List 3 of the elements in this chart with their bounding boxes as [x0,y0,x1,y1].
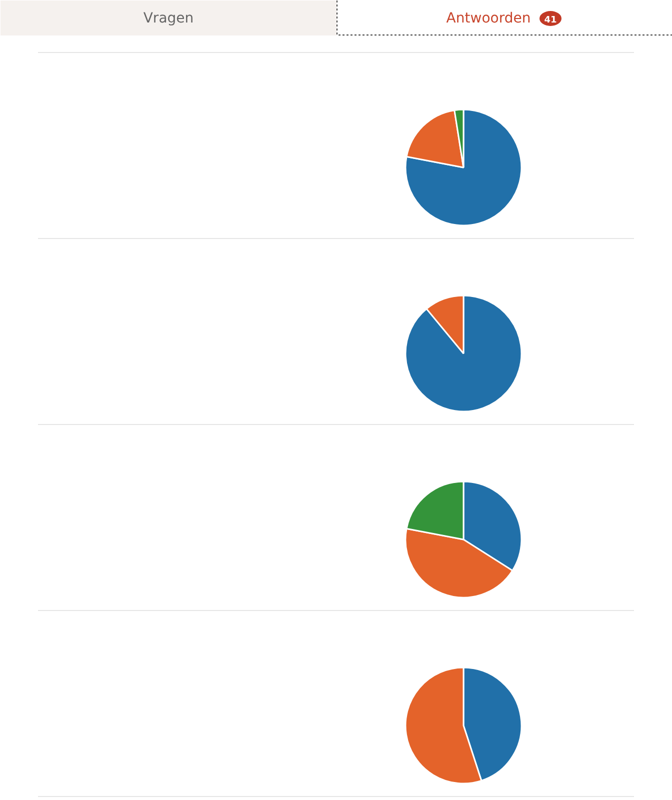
text: Vragen [143,10,194,26]
text: 41 [544,16,557,26]
text: Antwoorden [446,10,531,26]
